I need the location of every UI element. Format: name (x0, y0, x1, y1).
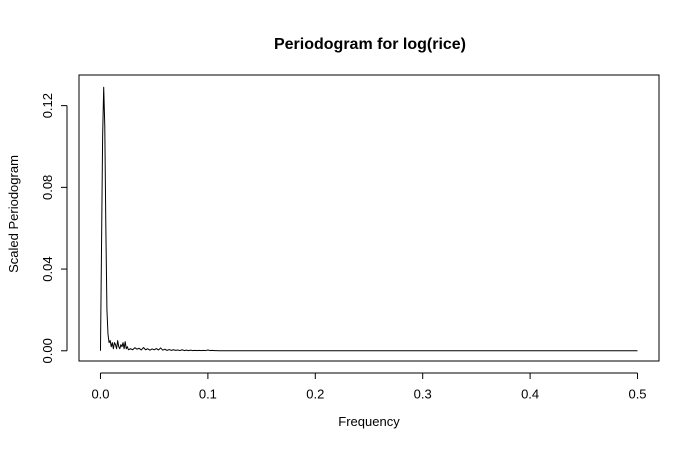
x-tick-label: 0.4 (521, 387, 539, 402)
y-tick-label: 0.12 (40, 93, 55, 118)
periodogram-line (99, 86, 638, 352)
x-tick-label: 0.0 (91, 387, 109, 402)
series-layer (99, 86, 638, 352)
y-axis-label: Scaled Periodogram (6, 155, 21, 273)
x-axis: 0.0 0.1 0.2 0.3 0.4 0.5 (91, 372, 647, 402)
y-tick-label: 0.04 (40, 256, 55, 281)
x-tick-label: 0.2 (306, 387, 324, 402)
chart-title: Periodogram for log(rice) (274, 36, 466, 53)
x-tick-label: 0.3 (414, 387, 432, 402)
x-tick-label: 0.1 (199, 387, 217, 402)
y-tick-label: 0.08 (40, 175, 55, 200)
y-axis: 0.00 0.04 0.08 0.12 (40, 93, 68, 363)
x-tick-label: 0.5 (628, 387, 646, 402)
x-axis-label: Frequency (338, 414, 400, 429)
plot-area-frame (78, 74, 660, 362)
y-tick-label: 0.00 (40, 338, 55, 363)
